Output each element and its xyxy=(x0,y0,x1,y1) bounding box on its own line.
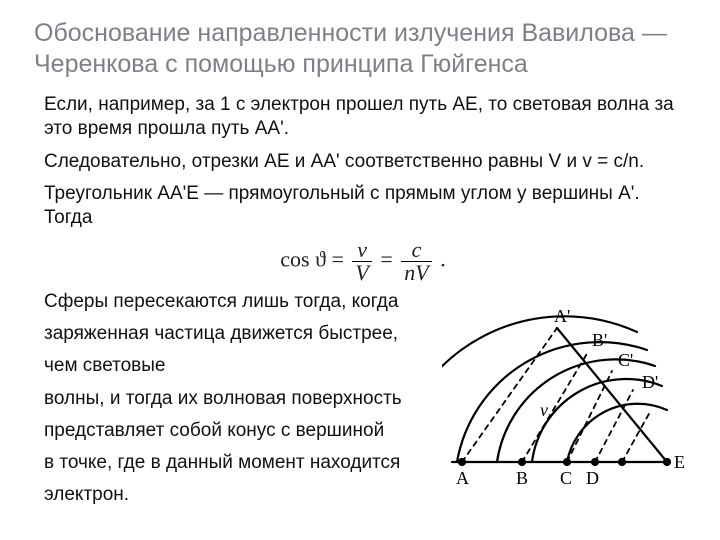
formula-frac2-num: c xyxy=(401,239,431,262)
fig-label-Cprime: C' xyxy=(618,350,633,370)
fig-label-C: C xyxy=(560,468,572,488)
para-5c: в точке, где в данный момент находится xyxy=(44,451,454,475)
para-4c: чем световые xyxy=(44,354,454,378)
slide-title: Обоснование направленности излучения Вав… xyxy=(34,18,686,79)
fig-label-v: v xyxy=(540,400,548,420)
para-3: Треугольник АА'Е — прямоугольный с прямы… xyxy=(44,182,682,231)
fig-label-Aprime: A' xyxy=(554,306,570,326)
formula: cos ϑ = v V = c nV . xyxy=(44,239,682,284)
formula-frac2-den: nV xyxy=(401,262,431,284)
fig-label-Bprime: B' xyxy=(592,330,607,350)
fig-label-D: D xyxy=(586,468,599,488)
formula-frac1: v V xyxy=(352,239,371,284)
para-5b: представляет собой конус с вершиной xyxy=(44,419,454,443)
para-4b: заряженная частица движется быстрее, xyxy=(44,322,454,346)
fig-label-E: E xyxy=(674,452,685,472)
cherenkov-diagram: v A B C D E A' B' C' D' xyxy=(442,292,692,522)
fig-label-B: B xyxy=(516,468,528,488)
formula-frac1-den: V xyxy=(352,262,371,284)
para-4a: Сферы пересекаются лишь тогда, когда xyxy=(44,290,454,314)
para-5d: электрон. xyxy=(44,483,454,507)
formula-eq2: = xyxy=(380,246,392,271)
formula-eq1: = xyxy=(331,246,343,271)
para-1: Если, например, за 1 с электрон прошел п… xyxy=(44,93,682,142)
formula-tail: . xyxy=(440,246,446,271)
fig-label-A: A xyxy=(456,468,469,488)
wrapped-text: Сферы пересекаются лишь тогда, когда зар… xyxy=(44,290,454,508)
fig-label-Dprime: D' xyxy=(642,372,658,392)
para-2: Следовательно, отрезки АЕ и АА' соответс… xyxy=(44,150,682,174)
para-5a: волны, и тогда их волновая поверхность xyxy=(44,387,454,411)
formula-frac2: c nV xyxy=(401,239,431,284)
formula-frac1-num: v xyxy=(352,239,371,262)
formula-lhs: cos ϑ xyxy=(280,246,326,271)
